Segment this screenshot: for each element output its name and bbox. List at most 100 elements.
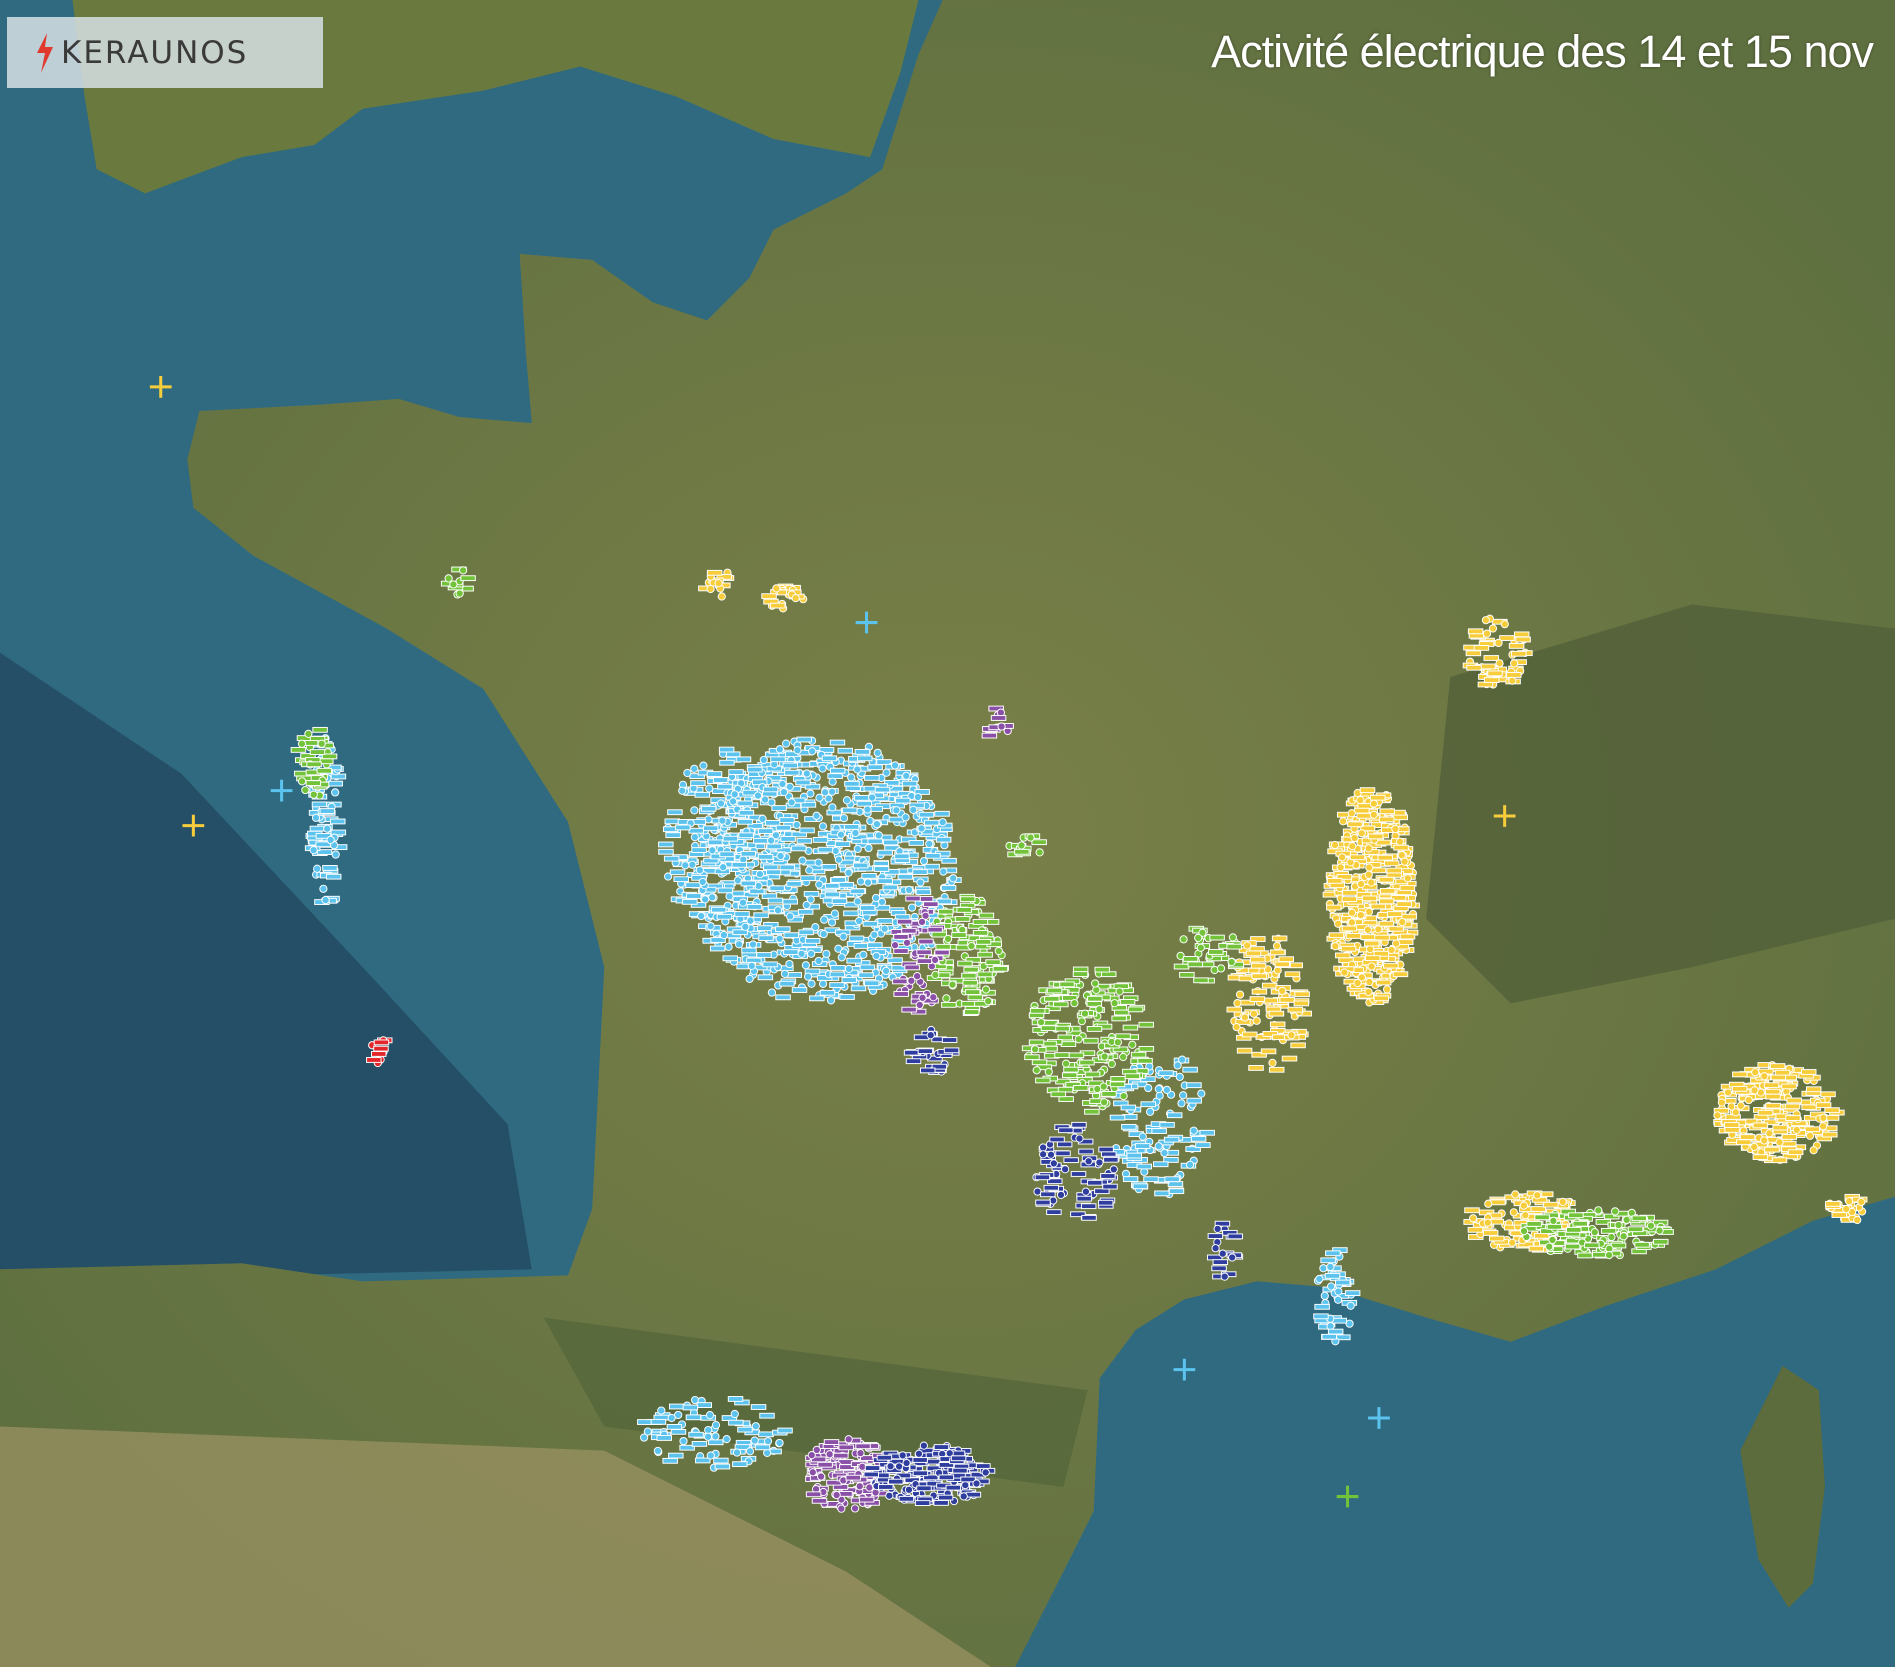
lightning-strike-light-blue — [1140, 1101, 1156, 1108]
lightning-strike-yellow — [1760, 1072, 1769, 1081]
lightning-strike-light-blue — [775, 824, 792, 831]
lightning-strike-light-blue — [779, 864, 795, 871]
lightning-strike-dark-blue — [1100, 1173, 1116, 1179]
lightning-strike-yellow — [1392, 971, 1409, 978]
lightning-strike-light-blue — [851, 828, 860, 838]
lightning-strike-light-blue — [686, 893, 702, 899]
lightning-strike-yellow — [770, 602, 786, 609]
lightning-strike-light-blue — [657, 1406, 666, 1415]
lightning-strike-purple — [896, 918, 913, 925]
lightning-strike-light-blue — [719, 930, 729, 940]
lightning-strike-dark-blue — [965, 1491, 982, 1498]
lightning-strike-light-blue — [695, 1457, 711, 1464]
lightning-strike-light-blue — [750, 1436, 759, 1445]
lightning-strike-light-blue — [1126, 1152, 1142, 1159]
lightning-strike-light-blue — [814, 858, 823, 867]
lightning-strike-light-blue — [747, 961, 756, 970]
lightning-strike-green — [1130, 1051, 1147, 1058]
lightning-strike-light-blue — [782, 762, 799, 769]
lightning-strike-green — [1086, 1026, 1103, 1032]
lightning-strike-yellow — [791, 593, 800, 603]
lightning-strike-light-blue — [722, 835, 739, 842]
lightning-strike-yellow — [1731, 1085, 1748, 1092]
lightning-strike-light-blue — [690, 806, 699, 815]
lightning-strike-yellow — [1482, 1230, 1499, 1236]
lightning-strike-yellow — [1815, 1102, 1832, 1108]
lightning-strike-yellow — [1764, 1088, 1781, 1095]
lightning-strike-light-blue — [1315, 1274, 1324, 1284]
lightning-strike-light-blue — [815, 880, 824, 889]
lightning-strike-light-blue — [901, 813, 910, 822]
lightning-strike-purple — [913, 972, 922, 981]
lightning-strike-dark-blue — [933, 1444, 950, 1450]
lightning-strike-light-blue — [322, 865, 338, 871]
lightning-strike-light-blue — [1182, 1066, 1198, 1073]
lightning-strike-light-blue — [830, 909, 839, 918]
lightning-strike-yellow — [1338, 817, 1348, 826]
lightning-strike-light-blue — [690, 780, 706, 787]
lightning-strike-dark-blue — [959, 1492, 968, 1501]
lightning-strike-red — [366, 1057, 382, 1063]
lightning-strike-light-blue — [734, 940, 744, 949]
lightning-strike-yellow — [1241, 1031, 1258, 1038]
lightning-strike-yellow — [1340, 968, 1349, 977]
lightning-strike-green — [1545, 1242, 1554, 1251]
lightning-strike-green — [309, 749, 326, 755]
lightning-strike-yellow — [1400, 857, 1409, 866]
lightning-strike-dark-blue — [1080, 1203, 1097, 1210]
lightning-strike-light-blue — [1335, 1279, 1351, 1286]
lightning-strike-light-blue — [1163, 1157, 1179, 1163]
lightning-strike-yellow — [761, 593, 777, 600]
lightning-strike-light-blue — [688, 827, 704, 834]
lightning-strike-dark-blue — [1061, 1165, 1070, 1174]
lightning-strike-light-blue — [1132, 1183, 1149, 1190]
lightning-strike-dark-blue — [1081, 1187, 1091, 1196]
lightning-strike-light-blue — [828, 787, 837, 796]
lightning-strike-yellow — [1382, 985, 1392, 994]
lightning-strike-light-blue — [880, 924, 889, 933]
lightning-strike-yellow — [1390, 895, 1407, 901]
lightning-strike-light-blue — [685, 1414, 702, 1421]
lightning-strike-light-blue — [758, 814, 767, 823]
lightning-strike-light-blue — [763, 864, 779, 871]
lightning-strike-purple — [981, 732, 998, 739]
lightning-strike-yellow — [1268, 1010, 1285, 1017]
lightning-strike-light-blue — [874, 831, 883, 840]
lightning-strike-yellow — [1484, 1199, 1493, 1208]
lightning-strike-light-blue — [757, 828, 774, 834]
lightning-strike-yellow — [1251, 1051, 1267, 1058]
lightning-strike-light-blue — [761, 795, 770, 804]
lightning-strike-green — [1072, 971, 1089, 977]
lightning-strike-light-blue — [796, 736, 812, 743]
lightning-strike-purple — [901, 1006, 917, 1013]
lightning-strike-green — [1061, 995, 1078, 1001]
lightning-strike-light-blue — [867, 793, 877, 802]
lightning-bolt-icon — [37, 32, 53, 73]
lightning-strike-dark-blue — [1049, 1136, 1065, 1143]
lightning-strike-light-blue — [888, 816, 905, 823]
lightning-strike-yellow — [1238, 975, 1255, 982]
lightning-strike-green — [1070, 999, 1079, 1008]
lightning-strike-dark-blue — [1075, 1134, 1084, 1143]
lightning-strike-yellow — [1809, 1146, 1818, 1155]
lightning-strike-yellow — [1717, 1098, 1726, 1107]
lightning-strike-dark-blue — [933, 1499, 949, 1506]
lightning-strike-green — [1548, 1235, 1557, 1245]
lightning-strike-yellow — [1278, 956, 1295, 963]
lightning-strike-green — [963, 1009, 980, 1015]
lightning-strike-light-blue — [854, 916, 864, 926]
lightning-strike-light-blue — [1189, 1126, 1198, 1135]
lightning-strike-green — [981, 985, 991, 994]
lightning-strike-light-blue — [1154, 1084, 1163, 1094]
lightning-strike-green — [1061, 1072, 1078, 1079]
lightning-strike-green — [1054, 1052, 1070, 1058]
lightning-strike-purple — [904, 964, 920, 971]
lightning-strike-light-blue — [702, 825, 719, 832]
lightning-strike-light-blue — [1167, 1181, 1184, 1187]
lightning-strike-yellow — [1484, 677, 1500, 683]
lightning-strike-purple — [916, 958, 933, 964]
lightning-strike-light-blue — [821, 863, 838, 870]
lightning-strike-yellow — [1373, 950, 1390, 957]
lightning-strike-yellow — [1399, 933, 1416, 940]
